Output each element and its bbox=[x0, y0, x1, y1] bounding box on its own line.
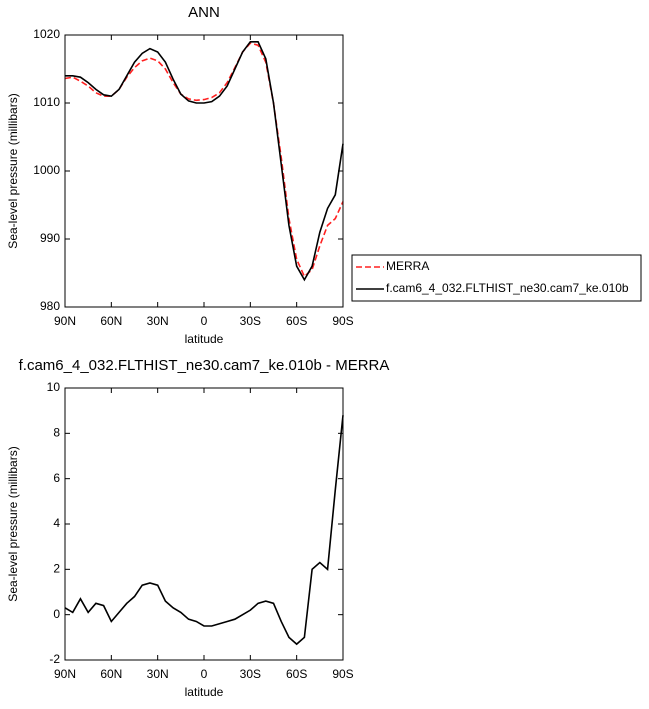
x-axis-label: latitude bbox=[185, 685, 224, 699]
x-tick-label: 90S bbox=[332, 667, 353, 681]
legend-label: f.cam6_4_032.FLTHIST_ne30.cam7_ke.010b bbox=[386, 281, 629, 295]
y-tick-label: 10 bbox=[47, 380, 61, 394]
x-tick-label: 30N bbox=[147, 314, 169, 328]
y-tick-label: 4 bbox=[53, 516, 60, 530]
y-tick-label: 980 bbox=[40, 299, 60, 313]
x-tick-label: 30S bbox=[240, 314, 261, 328]
y-tick-label: 1000 bbox=[33, 163, 60, 177]
x-tick-label: 60N bbox=[100, 314, 122, 328]
plot-frame bbox=[64, 34, 344, 308]
y-axis-label: Sea-level pressure (millibars) bbox=[6, 93, 20, 248]
x-tick-label: 0 bbox=[201, 314, 208, 328]
x-tick-label: 90N bbox=[54, 667, 76, 681]
data-line bbox=[65, 41, 344, 282]
y-tick-label: 6 bbox=[53, 471, 60, 485]
legend-box bbox=[351, 254, 642, 302]
plot-frame bbox=[64, 387, 344, 661]
x-tick-label: 60S bbox=[286, 314, 307, 328]
chart-title: f.cam6_4_032.FLTHIST_ne30.cam7_ke.010b -… bbox=[19, 357, 390, 374]
x-tick-label: 60S bbox=[286, 667, 307, 681]
x-tick-label: 30S bbox=[240, 667, 261, 681]
y-tick-label: 1020 bbox=[33, 27, 60, 41]
y-tick-label: 0 bbox=[53, 607, 60, 621]
x-tick-label: 90S bbox=[332, 314, 353, 328]
chart-title: ANN bbox=[188, 4, 220, 21]
y-tick-label: 1010 bbox=[33, 95, 60, 109]
y-tick-label: 8 bbox=[53, 426, 60, 440]
y-tick-label: 2 bbox=[53, 562, 60, 576]
x-tick-label: 0 bbox=[201, 667, 208, 681]
legend-label: MERRA bbox=[386, 259, 429, 273]
x-tick-label: 30N bbox=[147, 667, 169, 681]
x-tick-label: 60N bbox=[100, 667, 122, 681]
y-tick-label: 990 bbox=[40, 231, 60, 245]
data-line bbox=[64, 415, 344, 646]
x-axis-label: latitude bbox=[185, 332, 224, 346]
data-line bbox=[64, 42, 344, 278]
y-axis-label: Sea-level pressure (millibars) bbox=[6, 446, 20, 601]
x-tick-label: 90N bbox=[54, 314, 76, 328]
y-tick-label: -2 bbox=[49, 652, 60, 666]
